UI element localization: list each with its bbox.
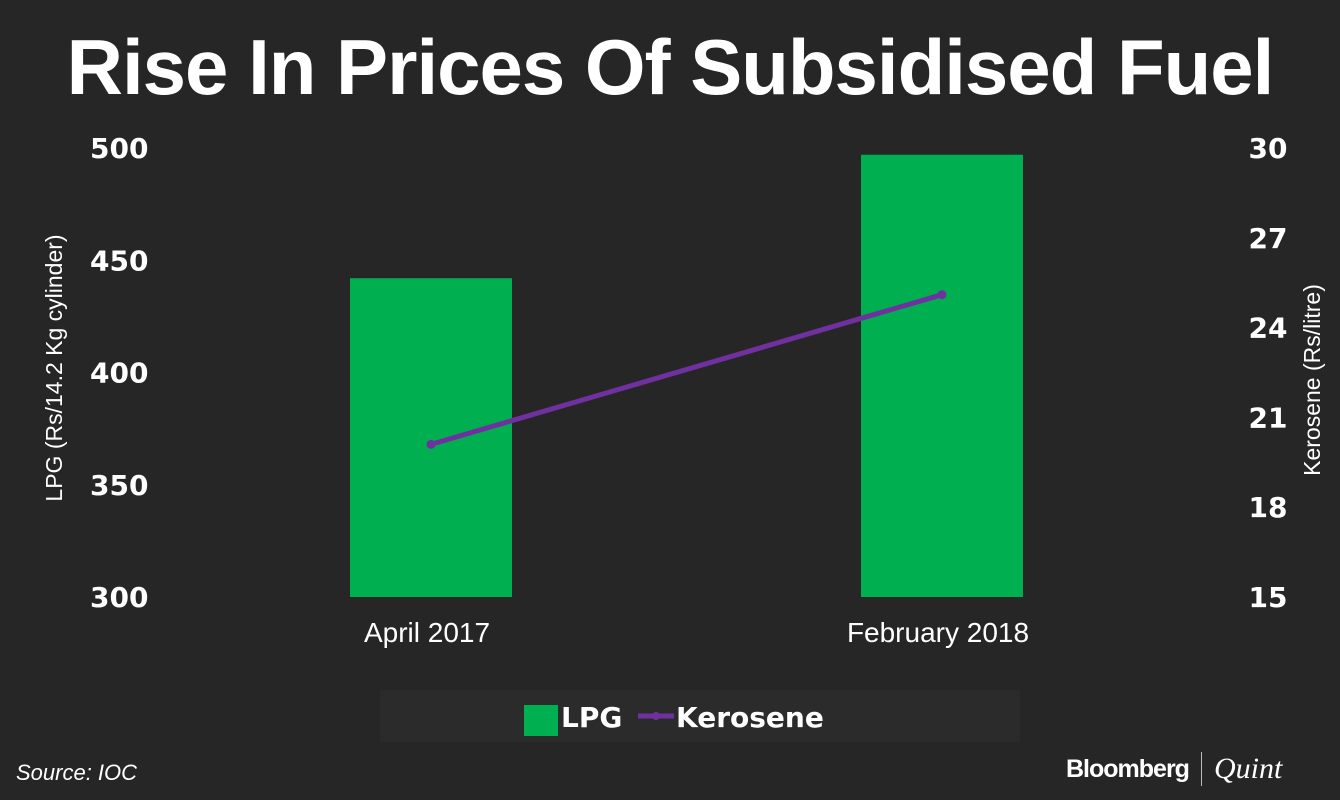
x-tick-label: February 2018 bbox=[847, 617, 1029, 648]
y-tick-left: 400 bbox=[90, 357, 148, 390]
y-axis-label-right: Kerosene (Rs/litre) bbox=[1299, 284, 1325, 476]
legend-lpg-swatch bbox=[524, 705, 558, 736]
lpg-bar bbox=[861, 154, 1023, 598]
logo-quint: Quint bbox=[1213, 752, 1283, 785]
legend-kerosene-label: Kerosene bbox=[676, 701, 824, 734]
y-tick-left: 300 bbox=[90, 581, 148, 614]
chart-title: Rise In Prices Of Subsidised Fuel bbox=[66, 23, 1275, 111]
legend-box bbox=[380, 690, 1020, 742]
y-tick-right: 30 bbox=[1249, 132, 1288, 165]
y-tick-right: 24 bbox=[1249, 312, 1288, 345]
x-tick-label: April 2017 bbox=[364, 617, 490, 648]
source-note: Source: IOC bbox=[16, 760, 138, 785]
y-tick-left: 350 bbox=[90, 469, 148, 502]
legend-kerosene-marker bbox=[652, 712, 660, 720]
y-tick-right: 21 bbox=[1249, 401, 1288, 434]
y-tick-right: 15 bbox=[1249, 581, 1288, 614]
lpg-bar bbox=[350, 278, 512, 597]
y-tick-left: 500 bbox=[90, 132, 148, 165]
y-tick-right: 27 bbox=[1249, 222, 1288, 255]
y-tick-left: 450 bbox=[90, 244, 148, 277]
y-tick-right: 18 bbox=[1249, 491, 1288, 524]
logo-bloomberg: Bloomberg bbox=[1066, 754, 1190, 783]
legend-lpg-label: LPG bbox=[561, 701, 622, 734]
logo-divider bbox=[1200, 752, 1202, 786]
y-axis-label-left: LPG (Rs/14.2 Kg cylinder) bbox=[41, 234, 67, 501]
logo: Bloomberg Quint bbox=[1066, 752, 1282, 786]
kerosene-point bbox=[937, 290, 947, 300]
kerosene-point bbox=[426, 439, 436, 449]
kerosene-line bbox=[430, 292, 943, 447]
